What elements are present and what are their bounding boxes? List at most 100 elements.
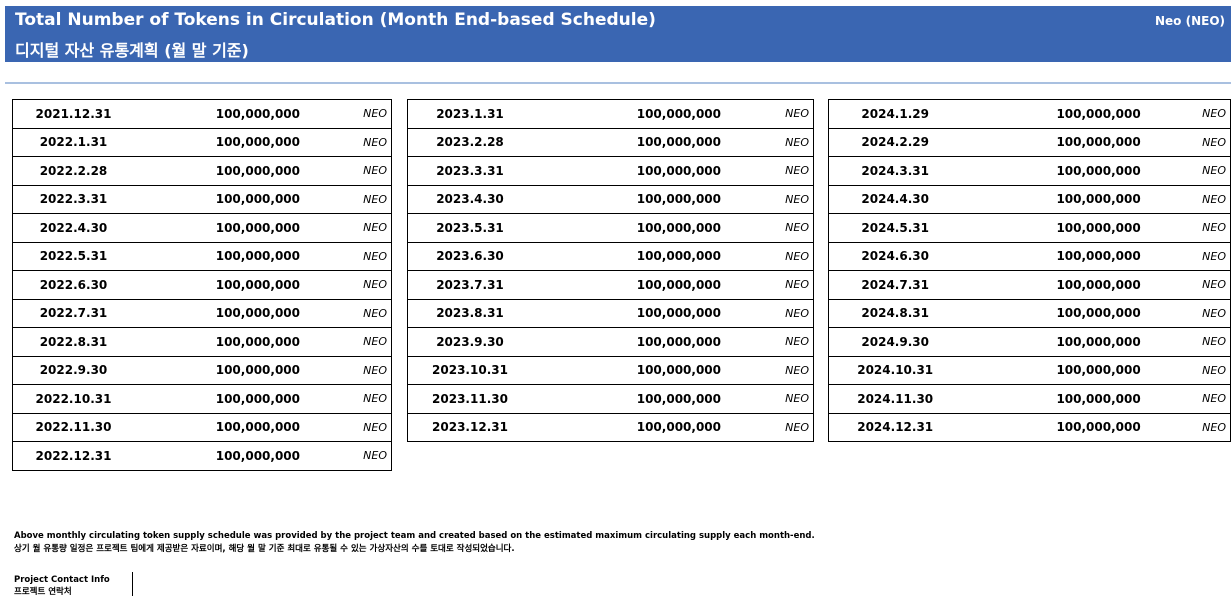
date: 2022.7.31 bbox=[12, 298, 134, 328]
schedule-row: 2022.8.31 100,000,000 NEO bbox=[12, 327, 392, 357]
schedule-row: 2022.12.31 100,000,000 NEO bbox=[12, 441, 392, 471]
unit: NEO bbox=[300, 156, 392, 186]
date: 2022.12.31 bbox=[12, 441, 134, 471]
schedule-row: 2022.6.30 100,000,000 NEO bbox=[12, 270, 392, 300]
amount: 100,000,000 bbox=[532, 127, 721, 157]
amount: 100,000,000 bbox=[134, 127, 300, 157]
schedule-row: 2024.6.30 100,000,000 NEO bbox=[828, 241, 1231, 271]
unit: NEO bbox=[300, 441, 392, 471]
amount: 100,000,000 bbox=[961, 241, 1141, 271]
unit: NEO bbox=[721, 213, 814, 243]
date: 2024.10.31 bbox=[828, 355, 962, 385]
unit: NEO bbox=[721, 355, 814, 385]
date: 2022.9.30 bbox=[12, 355, 134, 385]
date: 2022.3.31 bbox=[12, 184, 134, 214]
amount: 100,000,000 bbox=[134, 412, 300, 442]
unit: NEO bbox=[1140, 270, 1231, 300]
unit: NEO bbox=[721, 270, 814, 300]
unit: NEO bbox=[721, 298, 814, 328]
date: 2023.5.31 bbox=[407, 213, 532, 243]
amount: 100,000,000 bbox=[532, 241, 721, 271]
date: 2023.3.31 bbox=[407, 156, 532, 186]
schedule-row: 2022.11.30 100,000,000 NEO bbox=[12, 412, 392, 442]
unit: NEO bbox=[1140, 355, 1231, 385]
amount: 100,000,000 bbox=[134, 384, 300, 414]
unit: NEO bbox=[1140, 184, 1231, 214]
schedule-row: 2023.6.30 100,000,000 NEO bbox=[407, 241, 814, 271]
schedule-row: 2024.5.31 100,000,000 NEO bbox=[828, 213, 1231, 243]
schedule-row: 2023.5.31 100,000,000 NEO bbox=[407, 213, 814, 243]
unit: NEO bbox=[1140, 241, 1231, 271]
date: 2024.8.31 bbox=[828, 298, 962, 328]
amount: 100,000,000 bbox=[961, 213, 1141, 243]
date: 2024.3.31 bbox=[828, 156, 962, 186]
date: 2022.10.31 bbox=[12, 384, 134, 414]
amount: 100,000,000 bbox=[134, 184, 300, 214]
date: 2023.2.28 bbox=[407, 127, 532, 157]
date: 2022.4.30 bbox=[12, 213, 134, 243]
date: 2024.5.31 bbox=[828, 213, 962, 243]
unit: NEO bbox=[300, 355, 392, 385]
amount: 100,000,000 bbox=[961, 156, 1141, 186]
unit: NEO bbox=[721, 412, 814, 442]
amount: 100,000,000 bbox=[961, 127, 1141, 157]
date: 2022.2.28 bbox=[12, 156, 134, 186]
divider bbox=[5, 82, 1231, 84]
amount: 100,000,000 bbox=[961, 355, 1141, 385]
unit: NEO bbox=[1140, 384, 1231, 414]
unit: NEO bbox=[721, 184, 814, 214]
amount: 100,000,000 bbox=[961, 99, 1141, 129]
schedule-row: 2022.1.31 100,000,000 NEO bbox=[12, 127, 392, 157]
amount: 100,000,000 bbox=[532, 270, 721, 300]
amount: 100,000,000 bbox=[134, 441, 300, 471]
schedule-row: 2023.12.31 100,000,000 NEO bbox=[407, 412, 814, 442]
amount: 100,000,000 bbox=[134, 99, 300, 129]
date: 2023.9.30 bbox=[407, 327, 532, 357]
date: 2023.12.31 bbox=[407, 412, 532, 442]
date: 2021.12.31 bbox=[12, 99, 134, 129]
schedule-row: 2024.8.31 100,000,000 NEO bbox=[828, 298, 1231, 328]
date: 2023.1.31 bbox=[407, 99, 532, 129]
schedule-row: 2024.2.29 100,000,000 NEO bbox=[828, 127, 1231, 157]
amount: 100,000,000 bbox=[532, 412, 721, 442]
amount: 100,000,000 bbox=[532, 355, 721, 385]
schedule-row: 2023.10.31 100,000,000 NEO bbox=[407, 355, 814, 385]
schedule-row: 2024.4.30 100,000,000 NEO bbox=[828, 184, 1231, 214]
schedule-row: 2022.9.30 100,000,000 NEO bbox=[12, 355, 392, 385]
schedule-row: 2023.4.30 100,000,000 NEO bbox=[407, 184, 814, 214]
amount: 100,000,000 bbox=[961, 327, 1141, 357]
footnote-english: Above monthly circulating token supply s… bbox=[14, 531, 815, 541]
schedule-row: 2024.3.31 100,000,000 NEO bbox=[828, 156, 1231, 186]
unit: NEO bbox=[1140, 156, 1231, 186]
amount: 100,000,000 bbox=[532, 384, 721, 414]
date: 2022.6.30 bbox=[12, 270, 134, 300]
unit: NEO bbox=[1140, 99, 1231, 129]
unit: NEO bbox=[300, 184, 392, 214]
unit: NEO bbox=[721, 156, 814, 186]
schedule-row: 2024.12.31 100,000,000 NEO bbox=[828, 412, 1231, 442]
unit: NEO bbox=[300, 384, 392, 414]
amount: 100,000,000 bbox=[134, 241, 300, 271]
date: 2024.11.30 bbox=[828, 384, 962, 414]
amount: 100,000,000 bbox=[134, 298, 300, 328]
schedule-row: 2024.11.30 100,000,000 NEO bbox=[828, 384, 1231, 414]
schedule-table: 2021.12.31 100,000,000 NEO 2022.1.31 100,000… bbox=[12, 99, 392, 471]
date: 2022.5.31 bbox=[12, 241, 134, 271]
schedule-row: 2023.9.30 100,000,000 NEO bbox=[407, 327, 814, 357]
amount: 100,000,000 bbox=[134, 156, 300, 186]
date: 2023.10.31 bbox=[407, 355, 532, 385]
unit: NEO bbox=[721, 99, 814, 129]
unit: NEO bbox=[1140, 127, 1231, 157]
amount: 100,000,000 bbox=[961, 270, 1141, 300]
schedule-row: 2023.3.31 100,000,000 NEO bbox=[407, 156, 814, 186]
amount: 100,000,000 bbox=[961, 412, 1141, 442]
unit: NEO bbox=[1140, 327, 1231, 357]
contact-english: Project Contact Info bbox=[14, 575, 110, 585]
date: 2023.4.30 bbox=[407, 184, 532, 214]
schedule-row: 2021.12.31 100,000,000 NEO bbox=[12, 99, 392, 129]
date: 2022.11.30 bbox=[12, 412, 134, 442]
date: 2023.8.31 bbox=[407, 298, 532, 328]
schedule-row: 2023.2.28 100,000,000 NEO bbox=[407, 127, 814, 157]
date: 2024.7.31 bbox=[828, 270, 962, 300]
schedule-row: 2022.10.31 100,000,000 NEO bbox=[12, 384, 392, 414]
